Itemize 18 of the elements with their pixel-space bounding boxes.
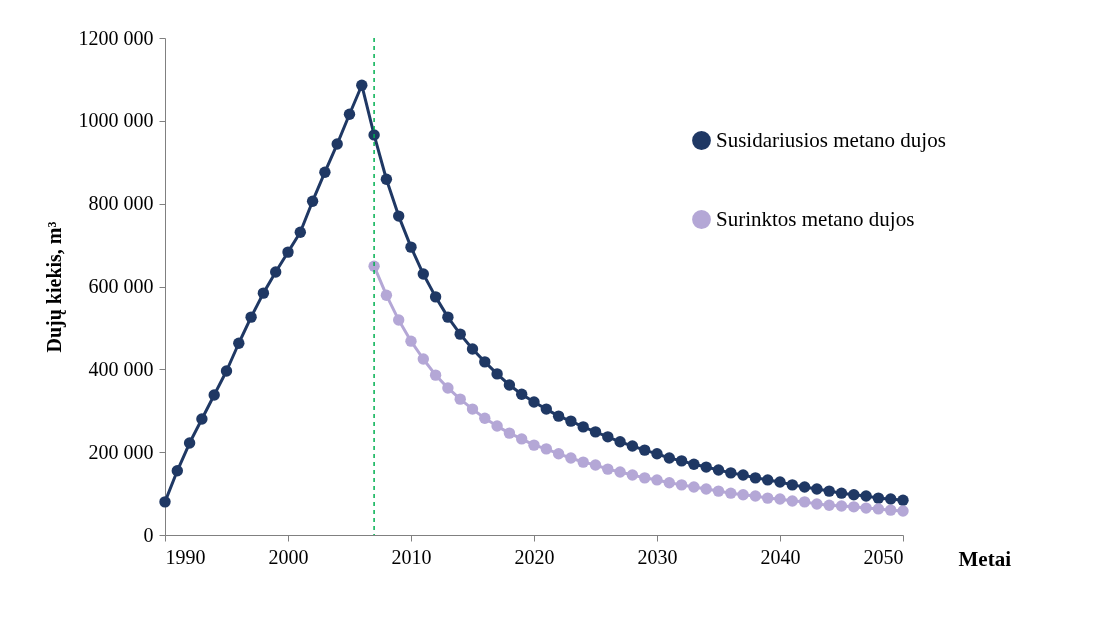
x-tick-label: 2020 [514, 545, 555, 568]
y-tick-label: 400 000 [88, 357, 154, 380]
x-tick-label: 2050 [863, 545, 904, 568]
y-tick-label: 600 000 [88, 275, 154, 297]
legend-label: Susidariusios metano dujos [716, 127, 946, 152]
x-axis-title: Metai [958, 546, 1012, 571]
x-tick-label: 2030 [637, 545, 678, 568]
y-tick-label: 200 000 [88, 440, 154, 463]
y-tick-label: 1200 000 [78, 26, 154, 49]
y-tick-label: 0 [143, 523, 154, 546]
x-tick-label: 1990 [165, 545, 206, 568]
legend-label: Surinktos metano dujos [716, 206, 915, 231]
y-axis-title: Dujų kiekis, m³ [42, 221, 66, 353]
y-tick-label: 800 000 [88, 192, 154, 215]
x-tick-label: 2000 [268, 545, 309, 568]
x-tick-label: 2040 [760, 545, 801, 568]
y-tick-label: 1000 000 [78, 109, 154, 132]
x-tick-label: 2010 [391, 545, 432, 568]
